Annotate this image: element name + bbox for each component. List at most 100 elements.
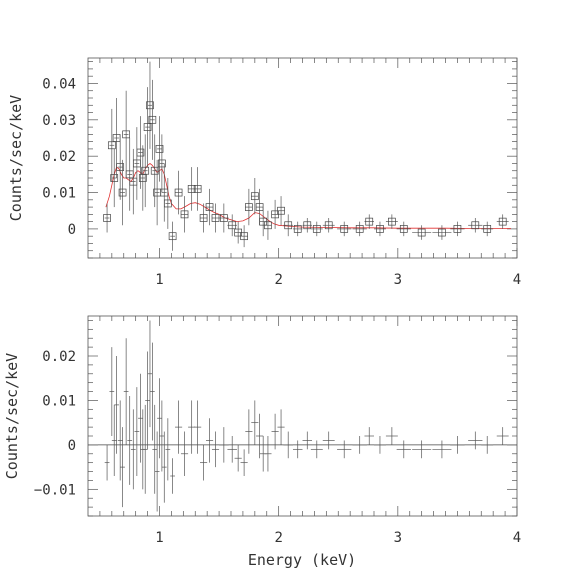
square-marker <box>303 221 312 230</box>
y-tick-label: 0 <box>68 438 76 454</box>
square-marker <box>240 232 248 241</box>
data-point <box>374 221 386 237</box>
data-point <box>256 413 264 459</box>
data-point <box>117 400 123 481</box>
data-point <box>374 436 386 454</box>
square-marker <box>376 225 384 233</box>
data-point <box>150 134 159 208</box>
data-point <box>194 400 202 454</box>
data-point <box>227 436 237 463</box>
data-point <box>158 134 166 193</box>
data-point <box>114 356 119 454</box>
data-point <box>250 178 259 215</box>
square-marker <box>150 166 159 175</box>
data-point <box>277 409 285 445</box>
top-y-tick-labels: 0 0.01 0.02 0.03 0.04 <box>42 76 76 237</box>
square-marker <box>264 221 272 230</box>
data-point <box>143 87 152 168</box>
data-point <box>211 203 220 233</box>
x-axis-title: Energy (keV) <box>248 551 356 569</box>
y-tick-label: −0.01 <box>34 482 76 498</box>
model-curve <box>105 162 511 229</box>
y-tick-label: 0.01 <box>42 393 76 409</box>
x-tick-label: 1 <box>155 530 163 546</box>
data-point <box>154 431 160 512</box>
bottom-y-axis-title: Counts/sec/keV <box>3 353 21 479</box>
data-point <box>245 188 253 226</box>
square-marker <box>110 174 119 182</box>
data-point <box>496 214 509 229</box>
square-marker <box>438 228 446 237</box>
x-tick-label: 2 <box>274 530 282 546</box>
square-marker <box>365 217 374 226</box>
square-marker <box>498 217 507 226</box>
data-point <box>127 396 133 485</box>
top-panel: 1 2 3 4 0 0.01 0.02 0.03 0.04 Counts/sec/keV <box>7 57 521 288</box>
data-point <box>385 427 398 445</box>
square-marker <box>471 221 480 230</box>
data-point <box>180 196 189 233</box>
square-marker <box>228 221 237 230</box>
data-point <box>240 225 248 248</box>
square-marker <box>180 210 189 219</box>
top-y-axis-title: Counts/sec/keV <box>7 95 25 221</box>
top-x-tick-labels: 1 2 3 4 <box>155 272 521 288</box>
data-point <box>134 387 140 476</box>
data-point <box>234 444 242 472</box>
square-marker <box>155 145 164 153</box>
data-point <box>174 170 183 215</box>
square-marker <box>211 214 220 222</box>
data-point <box>337 221 352 237</box>
data-point <box>292 440 303 459</box>
square-marker <box>168 232 177 241</box>
data-point <box>283 214 293 237</box>
square-marker <box>417 228 426 237</box>
square-marker <box>250 192 259 201</box>
data-point <box>364 214 374 229</box>
data-point <box>142 404 148 494</box>
data-point <box>122 90 130 178</box>
data-point <box>161 431 167 503</box>
square-marker <box>146 101 154 110</box>
data-point <box>337 440 352 459</box>
bottom-y-tick-labels: −0.01 0 0.01 0.02 <box>34 349 76 498</box>
square-marker <box>103 214 111 222</box>
data-point <box>432 440 452 459</box>
data-point <box>118 159 127 226</box>
square-marker <box>174 188 183 197</box>
x-tick-label: 3 <box>394 272 402 288</box>
data-point <box>322 218 335 233</box>
y-tick-label: 0.04 <box>42 76 76 92</box>
top-ticks <box>88 58 518 259</box>
bottom-ticks <box>88 316 518 517</box>
data-point <box>148 79 157 160</box>
data-point <box>310 440 323 459</box>
square-marker <box>277 206 285 215</box>
data-point <box>240 449 248 476</box>
data-point <box>157 378 162 459</box>
data-point <box>205 418 214 463</box>
data-point <box>174 400 183 454</box>
data-point <box>468 218 483 233</box>
data-point <box>496 427 509 445</box>
square-marker <box>324 221 333 230</box>
data-point <box>130 409 136 490</box>
square-marker <box>284 221 293 230</box>
data-point <box>481 221 494 237</box>
data-point <box>133 127 141 200</box>
square-marker <box>312 225 321 233</box>
data-point <box>111 404 117 476</box>
data-point <box>251 400 259 445</box>
data-point <box>302 431 313 450</box>
data-point <box>352 436 367 454</box>
data-point <box>450 221 465 237</box>
square-marker <box>483 225 492 233</box>
x-tick-label: 4 <box>513 272 521 288</box>
data-point <box>165 418 171 481</box>
square-marker <box>399 225 408 233</box>
data-point <box>136 116 145 189</box>
data-point <box>168 221 177 251</box>
data-point <box>107 108 116 182</box>
square-marker <box>107 141 116 150</box>
